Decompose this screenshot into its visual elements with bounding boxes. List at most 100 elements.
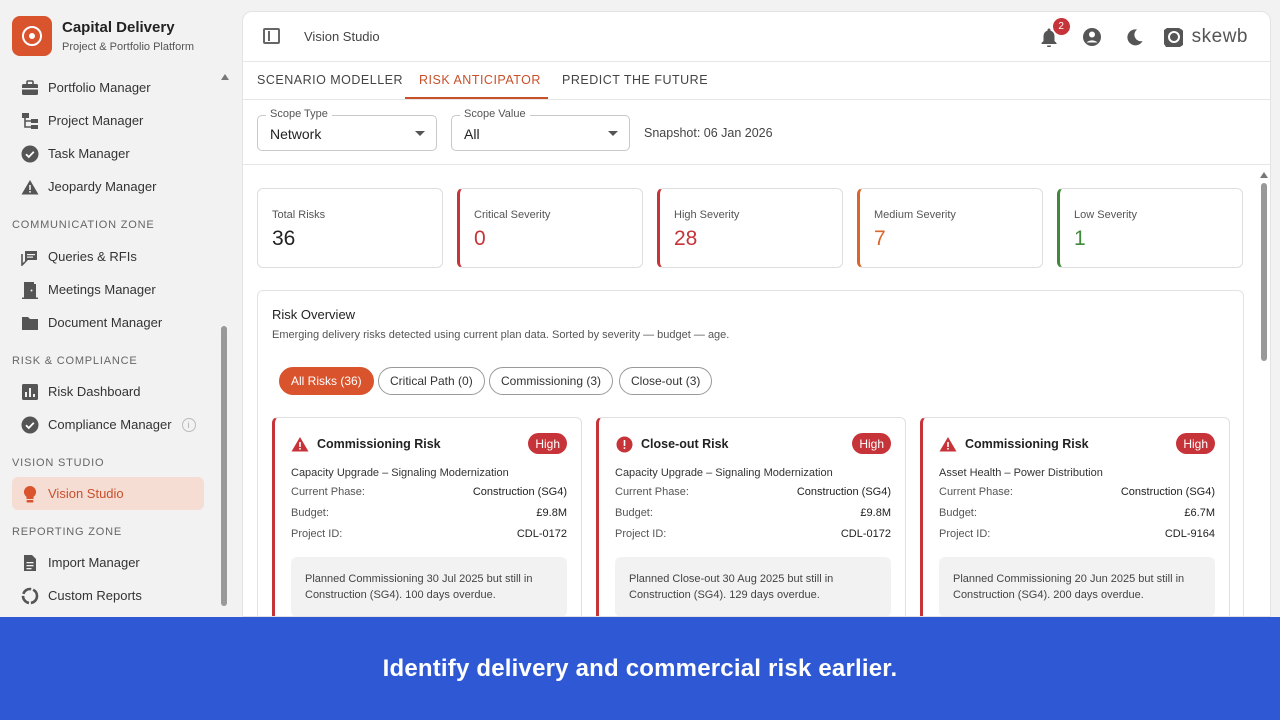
- brand-title: Capital Delivery: [62, 19, 175, 36]
- sidebar-item-risk-dashboard[interactable]: Risk Dashboard: [12, 375, 204, 408]
- sidebar-item-label: Compliance Manager: [48, 417, 172, 432]
- phase-label: Current Phase:: [291, 486, 365, 498]
- sidebar-item-label: Jeopardy Manager: [48, 179, 157, 194]
- project-id-label: Project ID:: [291, 528, 343, 540]
- breadcrumb: Vision Studio: [304, 29, 380, 44]
- sidebar: Capital Delivery Project & Portfolio Pla…: [0, 0, 232, 617]
- sidebar-item-document-manager[interactable]: Document Manager: [12, 306, 204, 339]
- project-id-value: CDL-0172: [516, 528, 567, 540]
- brand-logo-icon: [12, 16, 52, 56]
- main-panel: Vision Studio 2 skewb SCENARIO MODELLER …: [242, 11, 1271, 617]
- section-risk-compliance: RISK & COMPLIANCE: [12, 355, 138, 367]
- skewb-logo-text: skewb: [1191, 26, 1248, 47]
- stat-label: Medium Severity: [874, 209, 956, 221]
- content-scroll-thumb[interactable]: [1261, 183, 1267, 361]
- sidebar-item-queries-rfis[interactable]: Queries & RFIs: [12, 240, 204, 273]
- section-reporting-zone: REPORTING ZONE: [12, 526, 123, 538]
- tab-risk-anticipator[interactable]: RISK ANTICIPATOR: [419, 73, 541, 87]
- sidebar-scrollbar[interactable]: [219, 70, 229, 610]
- project-id-value: CDL-0172: [840, 528, 891, 540]
- risk-card-phase-row: Current Phase: Construction (SG4): [939, 486, 1215, 498]
- risk-card-phase-row: Current Phase: Construction (SG4): [615, 486, 891, 498]
- sidebar-scroll-thumb[interactable]: [221, 326, 227, 606]
- filter-chip-close-out[interactable]: Close-out (3): [619, 367, 713, 395]
- chevron-down-icon: [415, 131, 425, 136]
- stat-total-risks: Total Risks 36: [257, 188, 443, 268]
- risk-card[interactable]: Close-out Risk High Capacity Upgrade – S…: [596, 417, 906, 616]
- filter-chip-commissioning[interactable]: Commissioning (3): [489, 367, 614, 395]
- warning-icon: [291, 435, 309, 453]
- sidebar-item-portfolio-manager[interactable]: Portfolio Manager: [12, 71, 204, 104]
- sidebar-item-label: Import Manager: [48, 555, 140, 570]
- risk-card-title: Commissioning Risk: [965, 437, 1089, 451]
- sidebar-item-jeopardy-manager[interactable]: Jeopardy Manager: [12, 170, 204, 203]
- risk-card-budget-row: Budget: £9.8M: [615, 507, 891, 519]
- budget-label: Budget:: [939, 507, 977, 519]
- sidebar-item-meetings-manager[interactable]: Meetings Manager: [12, 273, 204, 306]
- notification-badge: 2: [1052, 18, 1070, 35]
- sidebar-item-label: Vision Studio: [48, 486, 124, 501]
- brand[interactable]: Capital Delivery Project & Portfolio Pla…: [12, 16, 194, 56]
- check-circle-icon: [20, 415, 40, 435]
- scope-value-select[interactable]: Scope Value All: [451, 108, 630, 151]
- briefcase-icon: [20, 78, 40, 98]
- sidebar-item-label: Project Manager: [48, 113, 144, 128]
- risk-card-phase-row: Current Phase: Construction (SG4): [291, 486, 567, 498]
- sidebar-item-compliance-manager[interactable]: Compliance Manager i: [12, 408, 204, 441]
- risk-overview-title: Risk Overview: [272, 307, 356, 322]
- sidebar-item-import-manager[interactable]: Import Manager: [12, 546, 204, 579]
- sidebar-item-custom-reports[interactable]: Custom Reports: [12, 579, 204, 612]
- sidebar-toggle-icon[interactable]: [263, 28, 280, 44]
- budget-value: £9.8M: [536, 507, 567, 519]
- content-area: Total Risks 36 Critical Severity 0 High …: [243, 166, 1270, 616]
- sidebar-item-label: Document Manager: [48, 315, 163, 330]
- sidebar-item-label: Task Manager: [48, 146, 130, 161]
- theme-toggle-button[interactable]: [1120, 22, 1150, 52]
- chevron-down-icon: [608, 131, 618, 136]
- budget-value: £6.7M: [1184, 507, 1215, 519]
- scope-type-label: Scope Type: [266, 108, 332, 120]
- tab-bar: SCENARIO MODELLER RISK ANTICIPATOR PREDI…: [243, 63, 1270, 100]
- budget-label: Budget:: [615, 507, 653, 519]
- sidebar-item-label: Portfolio Manager: [48, 80, 151, 95]
- bell-icon: [1041, 28, 1057, 47]
- phase-value: Construction (SG4): [796, 486, 891, 498]
- top-bar: Vision Studio 2 skewb: [243, 12, 1270, 62]
- tab-scenario-modeller[interactable]: SCENARIO MODELLER: [257, 73, 404, 87]
- warning-icon: [20, 177, 40, 197]
- section-communication-zone: COMMUNICATION ZONE: [12, 219, 155, 231]
- stat-value: 28: [674, 227, 698, 250]
- stat-label: Low Severity: [1074, 209, 1137, 221]
- filter-chip-all-risks[interactable]: All Risks (36): [279, 367, 374, 395]
- project-id-label: Project ID:: [939, 528, 991, 540]
- notifications-button[interactable]: 2: [1034, 18, 1070, 52]
- sidebar-item-task-manager[interactable]: Task Manager: [12, 137, 204, 170]
- scroll-up-arrow-icon[interactable]: [1260, 172, 1268, 178]
- info-icon[interactable]: i: [181, 417, 196, 432]
- risk-card-budget-row: Budget: £9.8M: [291, 507, 567, 519]
- tab-predict-the-future[interactable]: PREDICT THE FUTURE: [562, 73, 709, 87]
- stat-label: Critical Severity: [474, 209, 551, 221]
- stat-value: 36: [272, 227, 296, 250]
- risk-card[interactable]: Commissioning Risk High Asset Health – P…: [920, 417, 1230, 616]
- phase-label: Current Phase:: [939, 486, 1013, 498]
- risk-card[interactable]: Commissioning Risk High Capacity Upgrade…: [272, 417, 582, 616]
- hierarchy-icon: [20, 111, 40, 131]
- account-icon: [1082, 28, 1101, 46]
- risk-card-note: Planned Commissioning 30 Jul 2025 but st…: [291, 557, 567, 616]
- sidebar-item-project-manager[interactable]: Project Manager: [12, 104, 204, 137]
- scroll-up-arrow-icon[interactable]: [221, 74, 229, 80]
- sidebar-item-vision-studio[interactable]: Vision Studio: [12, 477, 204, 510]
- error-icon: [615, 435, 633, 453]
- active-tab-indicator: [405, 97, 548, 99]
- document-icon: [20, 553, 40, 573]
- chat-icon: [20, 247, 40, 267]
- scope-type-select[interactable]: Scope Type Network: [257, 108, 437, 151]
- filter-chip-critical-path[interactable]: Critical Path (0): [378, 367, 485, 395]
- phase-label: Current Phase:: [615, 486, 689, 498]
- scope-value-value: All: [464, 126, 480, 142]
- account-button[interactable]: [1077, 22, 1107, 52]
- risk-card-id-row: Project ID: CDL-9164: [939, 528, 1215, 540]
- skewb-logo: skewb: [1162, 25, 1248, 49]
- risk-card-project: Asset Health – Power Distribution: [939, 467, 1103, 479]
